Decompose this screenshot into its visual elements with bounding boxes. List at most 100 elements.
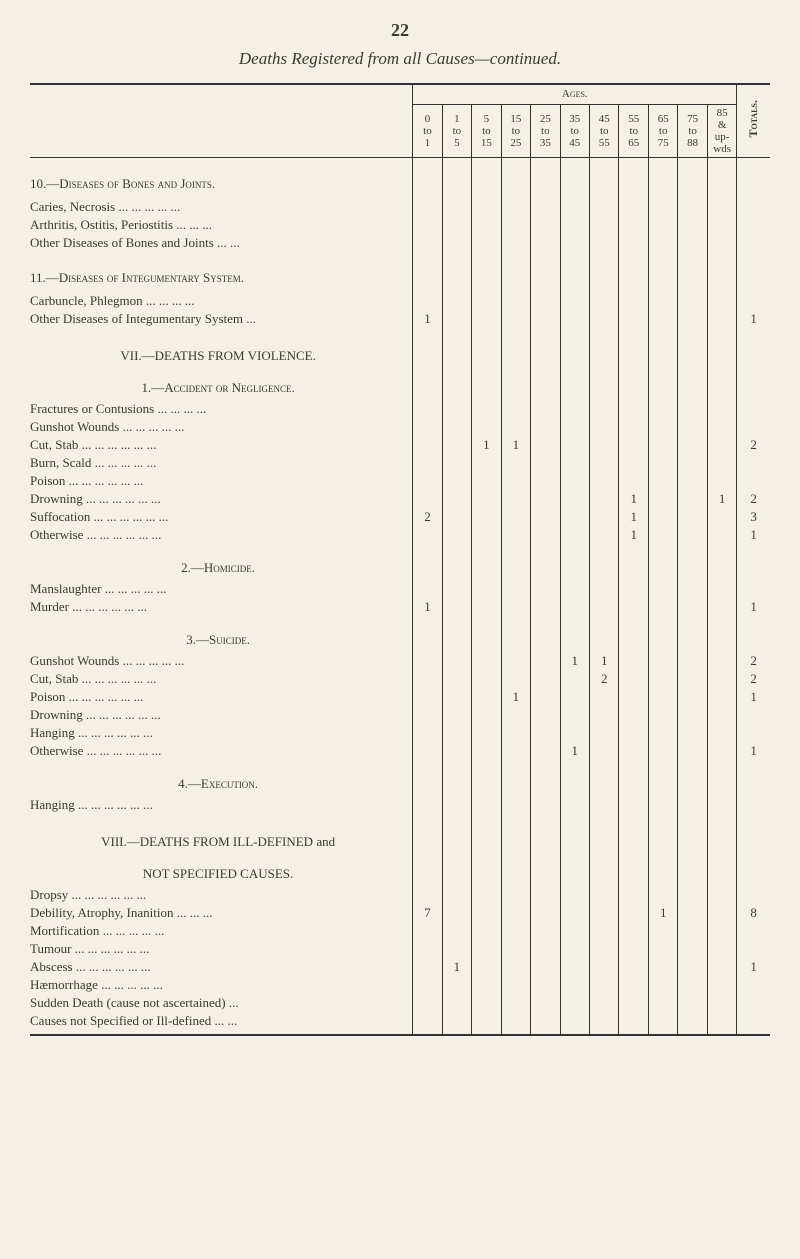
row-label: Burn, Scald ... ... ... ... ... bbox=[30, 454, 413, 472]
cell bbox=[648, 198, 677, 216]
cell bbox=[560, 616, 589, 624]
total-cell bbox=[737, 624, 770, 652]
cell bbox=[531, 858, 560, 886]
cell bbox=[648, 814, 677, 822]
cell bbox=[501, 922, 530, 940]
cell bbox=[472, 796, 501, 814]
cell bbox=[648, 616, 677, 624]
cell bbox=[619, 580, 648, 598]
cell bbox=[707, 260, 736, 292]
cell bbox=[501, 598, 530, 616]
cell bbox=[472, 616, 501, 624]
cell bbox=[619, 216, 648, 234]
cell bbox=[531, 822, 560, 858]
cell bbox=[501, 670, 530, 688]
cell bbox=[413, 958, 442, 976]
cell bbox=[707, 158, 736, 167]
cell bbox=[413, 822, 442, 858]
cell bbox=[501, 158, 530, 167]
cell bbox=[590, 508, 619, 526]
cell bbox=[472, 598, 501, 616]
cell bbox=[413, 336, 442, 372]
cell bbox=[472, 508, 501, 526]
cell: 7 bbox=[413, 904, 442, 922]
cell bbox=[413, 994, 442, 1012]
cell bbox=[531, 310, 560, 328]
total-cell bbox=[737, 886, 770, 904]
cell bbox=[413, 552, 442, 580]
total-cell: 1 bbox=[737, 310, 770, 328]
cell bbox=[501, 706, 530, 724]
cell bbox=[472, 958, 501, 976]
cell bbox=[501, 580, 530, 598]
cell bbox=[472, 552, 501, 580]
cell bbox=[590, 328, 619, 336]
cell: 1 bbox=[707, 490, 736, 508]
cell bbox=[531, 886, 560, 904]
cell bbox=[619, 158, 648, 167]
cell bbox=[531, 624, 560, 652]
cell bbox=[590, 198, 619, 216]
cell bbox=[531, 216, 560, 234]
cell bbox=[413, 1012, 442, 1030]
cell bbox=[442, 814, 471, 822]
total-cell bbox=[737, 822, 770, 858]
cell bbox=[472, 418, 501, 436]
cell bbox=[560, 400, 589, 418]
cell bbox=[472, 454, 501, 472]
cell bbox=[619, 724, 648, 742]
cell bbox=[590, 976, 619, 994]
cell bbox=[413, 328, 442, 336]
cell bbox=[678, 624, 707, 652]
cell bbox=[590, 490, 619, 508]
row-label: Hæmorrhage ... ... ... ... ... bbox=[30, 976, 413, 994]
cell bbox=[413, 706, 442, 724]
cell bbox=[590, 742, 619, 760]
cell bbox=[619, 418, 648, 436]
cell bbox=[590, 372, 619, 400]
cell bbox=[413, 976, 442, 994]
page-title: Deaths Registered from all Causes—contin… bbox=[30, 49, 770, 69]
cell bbox=[707, 994, 736, 1012]
cell bbox=[531, 706, 560, 724]
cell bbox=[560, 526, 589, 544]
cell bbox=[648, 940, 677, 958]
cell bbox=[619, 328, 648, 336]
cell bbox=[707, 400, 736, 418]
cell bbox=[560, 598, 589, 616]
cell bbox=[648, 472, 677, 490]
cell bbox=[619, 688, 648, 706]
cell bbox=[707, 1012, 736, 1030]
cell bbox=[501, 724, 530, 742]
cell bbox=[590, 1012, 619, 1030]
cell bbox=[472, 490, 501, 508]
cell bbox=[531, 670, 560, 688]
cell bbox=[531, 436, 560, 454]
cell bbox=[707, 858, 736, 886]
cell bbox=[531, 166, 560, 198]
cell bbox=[619, 616, 648, 624]
cell bbox=[678, 670, 707, 688]
cell bbox=[619, 922, 648, 940]
cell: 1 bbox=[413, 598, 442, 616]
cell bbox=[619, 310, 648, 328]
cell bbox=[472, 252, 501, 260]
cell bbox=[648, 760, 677, 768]
cell bbox=[560, 706, 589, 724]
row-label: Cut, Stab ... ... ... ... ... ... bbox=[30, 670, 413, 688]
age-range-4: 25to35 bbox=[531, 104, 560, 157]
cell bbox=[678, 336, 707, 372]
cell bbox=[590, 454, 619, 472]
cell bbox=[501, 198, 530, 216]
cell bbox=[707, 760, 736, 768]
cell bbox=[442, 742, 471, 760]
cell bbox=[678, 158, 707, 167]
row-label: Sudden Death (cause not ascertained) ... bbox=[30, 994, 413, 1012]
cell bbox=[501, 1012, 530, 1030]
cell bbox=[560, 858, 589, 886]
cell bbox=[648, 260, 677, 292]
row-label: Otherwise ... ... ... ... ... ... bbox=[30, 526, 413, 544]
cell bbox=[442, 490, 471, 508]
total-cell bbox=[737, 454, 770, 472]
age-range-9: 75to88 bbox=[678, 104, 707, 157]
